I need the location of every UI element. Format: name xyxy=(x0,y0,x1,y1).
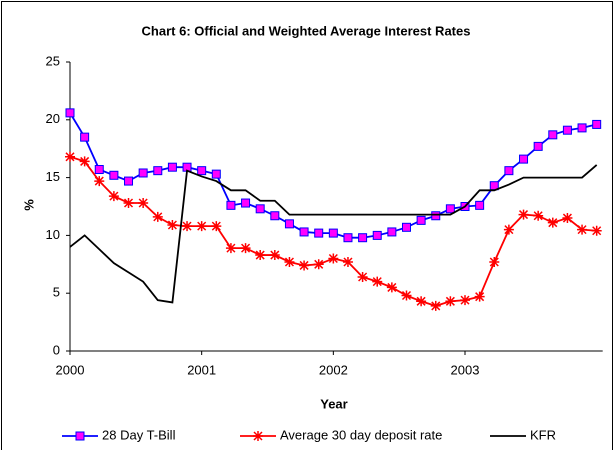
marker xyxy=(503,224,514,235)
marker xyxy=(65,151,75,162)
marker xyxy=(313,259,324,270)
marker xyxy=(225,243,236,254)
marker xyxy=(167,219,178,230)
marker xyxy=(430,300,441,311)
marker xyxy=(94,165,104,175)
marker xyxy=(253,431,263,441)
legend-label: Average 30 day deposit rate xyxy=(280,427,442,442)
marker xyxy=(196,221,207,232)
marker xyxy=(386,282,397,293)
chart-title: Chart 6: Official and Weighted Average I… xyxy=(142,23,471,38)
marker xyxy=(79,156,90,167)
marker xyxy=(138,198,149,209)
marker xyxy=(80,132,90,142)
marker xyxy=(328,228,338,238)
marker xyxy=(504,166,514,176)
legend-label: KFR xyxy=(530,427,556,442)
x-tick-label: 2001 xyxy=(187,362,216,377)
marker xyxy=(577,123,587,133)
x-tick-label: 2000 xyxy=(56,362,85,377)
marker xyxy=(445,296,456,307)
y-tick-label: 5 xyxy=(53,285,60,300)
marker xyxy=(547,217,558,228)
marker xyxy=(416,215,426,225)
y-tick-label: 20 xyxy=(46,111,60,126)
marker xyxy=(445,204,455,214)
marker xyxy=(474,291,485,302)
marker xyxy=(562,125,572,135)
marker xyxy=(226,200,236,210)
marker xyxy=(240,243,251,254)
marker xyxy=(357,272,368,283)
marker xyxy=(241,198,251,208)
marker xyxy=(358,233,368,243)
marker xyxy=(299,227,309,237)
marker xyxy=(328,253,339,264)
marker xyxy=(401,290,412,301)
marker xyxy=(109,170,119,180)
marker xyxy=(284,219,294,229)
series-line xyxy=(69,164,598,304)
marker xyxy=(592,119,602,129)
marker xyxy=(342,256,353,267)
marker xyxy=(182,221,193,232)
marker xyxy=(577,224,588,235)
marker xyxy=(372,230,382,240)
legend-label: 28 Day T-Bill xyxy=(102,427,176,442)
marker xyxy=(416,296,427,307)
marker xyxy=(269,250,280,261)
marker xyxy=(75,431,85,441)
marker xyxy=(343,233,353,243)
marker xyxy=(489,256,500,267)
marker xyxy=(314,228,324,238)
marker xyxy=(518,209,529,220)
marker xyxy=(211,221,222,232)
marker xyxy=(167,162,177,172)
marker xyxy=(475,200,485,210)
marker xyxy=(123,198,134,209)
marker xyxy=(372,276,383,287)
marker xyxy=(299,260,310,271)
marker xyxy=(211,169,221,179)
marker xyxy=(401,222,411,232)
y-axis-label: % xyxy=(21,199,36,211)
marker xyxy=(591,225,602,236)
marker xyxy=(138,168,148,178)
y-tick-label: 0 xyxy=(53,342,60,357)
y-tick-label: 15 xyxy=(46,169,60,184)
marker xyxy=(255,250,266,261)
marker xyxy=(460,295,471,306)
marker xyxy=(153,166,163,176)
marker xyxy=(152,211,163,222)
marker xyxy=(255,204,265,214)
marker xyxy=(431,211,441,221)
marker xyxy=(562,213,573,224)
marker xyxy=(65,108,75,118)
marker xyxy=(284,256,295,267)
x-tick-label: 2003 xyxy=(451,362,480,377)
y-tick-label: 10 xyxy=(46,227,60,242)
x-axis-label: Year xyxy=(320,396,347,411)
x-tick-label: 2002 xyxy=(319,362,348,377)
marker xyxy=(94,176,105,187)
marker xyxy=(197,166,207,176)
marker xyxy=(108,191,119,202)
marker xyxy=(270,211,280,221)
marker xyxy=(124,176,134,186)
marker xyxy=(548,130,558,140)
marker xyxy=(533,141,543,151)
y-tick-label: 25 xyxy=(46,53,60,68)
marker xyxy=(533,210,544,221)
marker xyxy=(519,154,529,164)
marker xyxy=(387,227,397,237)
